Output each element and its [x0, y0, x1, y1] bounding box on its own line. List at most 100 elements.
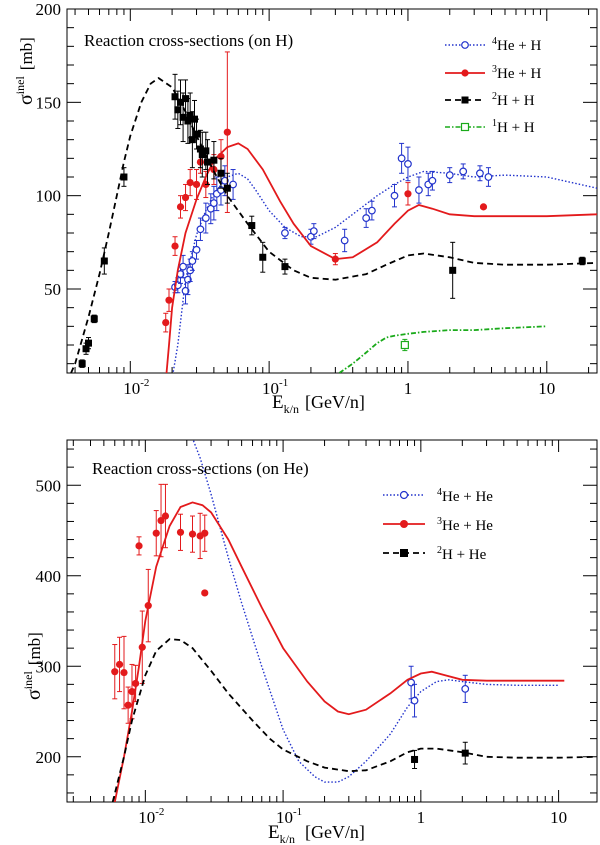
data-point: [177, 98, 185, 106]
data-point: [192, 180, 201, 189]
data-point: [578, 257, 586, 265]
series-line: [192, 440, 559, 783]
data-point: [404, 160, 412, 168]
data-point: [449, 266, 457, 274]
ylabel-unit: [mb]: [25, 632, 44, 665]
x-tick-label: 10-2: [123, 377, 149, 398]
data-point: [192, 245, 201, 254]
y-tick-label: 300: [36, 657, 62, 676]
y-axis-title: σinel [mb]: [21, 632, 45, 700]
series-line: [165, 142, 597, 373]
data-point: [202, 147, 210, 155]
x-tick-label: 10-2: [138, 806, 164, 827]
series-line: [113, 501, 565, 802]
data-point: [138, 643, 146, 651]
data-point: [204, 158, 212, 166]
data-point: [124, 701, 132, 709]
axis-ticks: 10-2 10-1 1 10 50 100 150 200: [36, 0, 597, 398]
data-point: [111, 668, 119, 676]
x-tick-label: 10-1: [276, 806, 302, 827]
y-tick-label: 400: [36, 567, 62, 586]
data-point: [445, 171, 454, 180]
data-point: [171, 93, 179, 101]
data-point: [217, 169, 225, 177]
svg-text:4He + He: 4He + He: [437, 487, 493, 505]
data-point: [176, 203, 185, 211]
data-point: [400, 340, 409, 350]
axis-ticks: 10-2 10-1 1 10 200 300 400 500: [36, 440, 597, 827]
ylabel-main: σ: [15, 94, 37, 105]
xlabel-main: E: [272, 392, 284, 413]
legend-item-1h-h: 1H + H: [445, 118, 535, 136]
data-point: [171, 242, 179, 250]
data-point: [90, 315, 98, 323]
y-tick-label: 500: [36, 476, 62, 495]
data-point: [174, 106, 182, 114]
data-point: [188, 136, 196, 144]
series-2h-h: [70, 73, 597, 373]
data-point: [411, 755, 419, 763]
data-point: [157, 516, 165, 525]
x-tick-label: 10-1: [262, 377, 288, 398]
data-point: [144, 602, 152, 610]
data-point: [196, 225, 205, 234]
series-4he-he: [192, 440, 559, 783]
data-point: [193, 130, 201, 138]
ylabel-unit: [mb]: [17, 37, 36, 70]
x-tick-label: 10: [538, 379, 555, 398]
ylabel-main: σ: [23, 689, 45, 700]
chart-title: Reaction cross-sections (on He): [92, 459, 309, 478]
data-point: [135, 542, 143, 550]
data-point: [209, 199, 218, 208]
data-point: [223, 184, 231, 192]
series-line: [172, 170, 597, 373]
svg-text:2H + He: 2H + He: [437, 545, 487, 563]
data-point: [188, 257, 197, 265]
panel-on-h: 10-2 10-1 1 10 50 100 150 200 Reaction cross-se…: [13, 0, 598, 416]
data-point: [248, 222, 256, 230]
data-point: [368, 206, 376, 215]
series-line: [111, 638, 597, 802]
svg-text:1H + H: 1H + H: [492, 118, 535, 136]
data-point: [120, 173, 128, 181]
series-line: [338, 325, 547, 373]
data-point: [484, 173, 493, 181]
data-point: [201, 214, 210, 222]
x-axis-title: Ek/n [GeV/n]: [268, 822, 365, 845]
xlabel-main: E: [268, 822, 280, 843]
y-tick-label: 200: [36, 0, 62, 19]
x-tick-label: 10: [550, 808, 567, 827]
data-point: [176, 528, 185, 536]
data-point: [198, 151, 206, 159]
series-4he-h: [171, 142, 597, 373]
xlabel-sub: k/n: [280, 832, 295, 845]
data-point: [223, 128, 231, 136]
data-point: [132, 679, 140, 688]
data-point: [188, 530, 197, 538]
data-point: [331, 255, 339, 263]
legend-item-4he-h: 4He + H: [445, 36, 541, 54]
data-point: [428, 176, 437, 185]
data-point: [410, 696, 419, 705]
data-point: [179, 262, 187, 271]
svg-text:3He + He: 3He + He: [437, 516, 493, 534]
y-tick-label: 100: [36, 187, 62, 206]
ylabel-sup: inel: [13, 76, 27, 95]
data-point: [165, 296, 173, 304]
data-point: [184, 117, 192, 125]
series-1h-h: [338, 325, 547, 373]
legend-item-2h-he: 2H + He: [383, 545, 487, 563]
svg-text:4He + H: 4He + H: [492, 36, 541, 54]
data-point: [186, 179, 194, 187]
y-tick-label: 200: [36, 748, 62, 767]
x-tick-label: 1: [417, 808, 426, 827]
data-point: [415, 186, 423, 194]
svg-text:2H + H: 2H + H: [492, 91, 535, 109]
data-point: [281, 263, 289, 271]
svg-text:σinel[mb]: σinel [mb]: [21, 632, 45, 700]
data-point: [162, 319, 170, 327]
x-axis-title: Ek/n [GeV/n]: [272, 392, 365, 416]
data-point: [362, 214, 371, 222]
series-2h-he: [111, 638, 597, 802]
data-point: [259, 253, 267, 261]
